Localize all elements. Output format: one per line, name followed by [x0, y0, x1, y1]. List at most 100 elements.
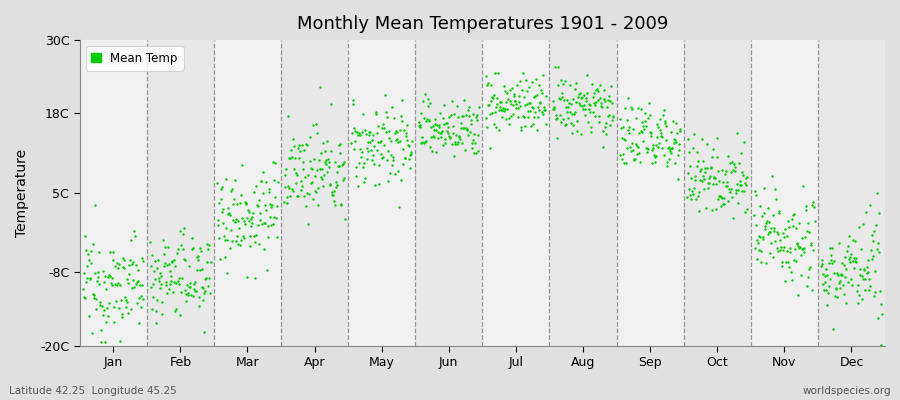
- Point: [770, 247, 785, 254]
- Point: [382, 135, 397, 141]
- Bar: [348, 40, 415, 346]
- Point: [447, 139, 462, 145]
- Point: [765, 172, 779, 179]
- Point: [248, 183, 263, 190]
- Point: [179, 298, 194, 304]
- Point: [421, 117, 436, 124]
- Point: [698, 168, 713, 175]
- Point: [701, 180, 716, 186]
- Point: [572, 100, 586, 106]
- Point: [355, 129, 369, 135]
- Point: [106, 304, 121, 310]
- Point: [712, 193, 726, 200]
- Point: [143, 238, 157, 245]
- Point: [692, 208, 706, 214]
- Point: [598, 124, 612, 130]
- Point: [772, 210, 787, 216]
- Point: [412, 119, 427, 125]
- Point: [530, 127, 544, 134]
- Point: [111, 265, 125, 271]
- Point: [867, 293, 881, 299]
- Point: [505, 111, 519, 117]
- Point: [826, 258, 841, 264]
- Point: [448, 141, 463, 148]
- Point: [735, 188, 750, 194]
- Point: [380, 157, 394, 164]
- Point: [452, 133, 466, 139]
- Point: [851, 224, 866, 230]
- Point: [875, 310, 889, 317]
- Point: [89, 295, 104, 302]
- Point: [130, 267, 145, 273]
- Point: [575, 103, 590, 109]
- Point: [594, 100, 608, 106]
- Point: [144, 262, 158, 269]
- Point: [278, 184, 293, 190]
- Point: [261, 223, 275, 229]
- Point: [852, 272, 867, 278]
- Point: [374, 154, 389, 161]
- Point: [654, 133, 669, 140]
- Point: [820, 302, 834, 308]
- Point: [284, 155, 298, 162]
- Point: [303, 165, 318, 172]
- Point: [122, 271, 137, 277]
- Point: [520, 87, 535, 94]
- Point: [86, 290, 100, 297]
- Point: [456, 97, 471, 104]
- Point: [130, 278, 144, 285]
- Point: [489, 104, 503, 110]
- Point: [192, 294, 206, 300]
- Point: [350, 132, 365, 139]
- Point: [577, 102, 591, 108]
- Point: [471, 148, 485, 154]
- Point: [704, 164, 718, 170]
- Point: [458, 146, 473, 153]
- Point: [685, 188, 699, 194]
- Point: [290, 192, 304, 199]
- Point: [81, 257, 95, 263]
- Point: [527, 114, 542, 120]
- Point: [581, 106, 596, 112]
- Point: [850, 258, 864, 265]
- Point: [871, 314, 886, 321]
- Point: [367, 142, 382, 149]
- Point: [509, 82, 524, 88]
- Point: [671, 147, 686, 153]
- Point: [789, 241, 804, 247]
- Point: [194, 284, 209, 291]
- Point: [218, 237, 232, 243]
- Point: [572, 91, 586, 97]
- Point: [245, 214, 259, 220]
- Point: [728, 187, 742, 193]
- Point: [377, 142, 392, 148]
- Point: [815, 257, 830, 264]
- Point: [353, 146, 367, 152]
- Point: [509, 101, 524, 108]
- Point: [175, 274, 189, 281]
- Point: [426, 123, 440, 129]
- Point: [423, 100, 437, 106]
- Point: [454, 124, 468, 131]
- Point: [734, 150, 748, 156]
- Point: [232, 225, 247, 232]
- Point: [696, 173, 710, 180]
- Point: [863, 283, 878, 289]
- Point: [832, 240, 846, 246]
- Point: [403, 152, 418, 158]
- Point: [425, 148, 439, 154]
- Point: [292, 141, 307, 148]
- Point: [266, 220, 280, 227]
- Point: [647, 154, 662, 160]
- Point: [781, 218, 796, 225]
- Point: [243, 233, 257, 239]
- Point: [427, 127, 441, 133]
- Point: [503, 86, 517, 93]
- Point: [510, 114, 525, 120]
- Point: [603, 98, 617, 104]
- Point: [170, 250, 184, 256]
- Point: [874, 301, 888, 307]
- Point: [738, 209, 752, 215]
- Point: [523, 108, 537, 114]
- Point: [258, 202, 273, 208]
